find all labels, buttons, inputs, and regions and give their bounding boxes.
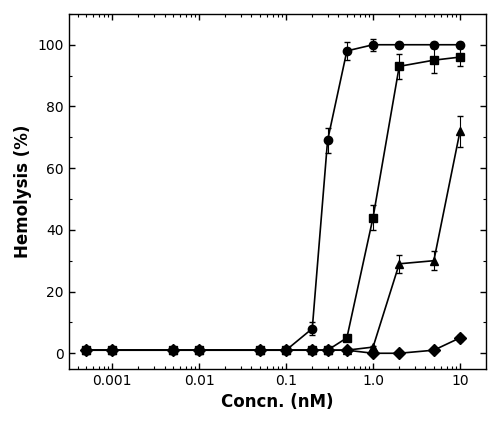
X-axis label: Concn. (nM): Concn. (nM) (221, 393, 334, 411)
Y-axis label: Hemolysis (%): Hemolysis (%) (14, 125, 32, 258)
